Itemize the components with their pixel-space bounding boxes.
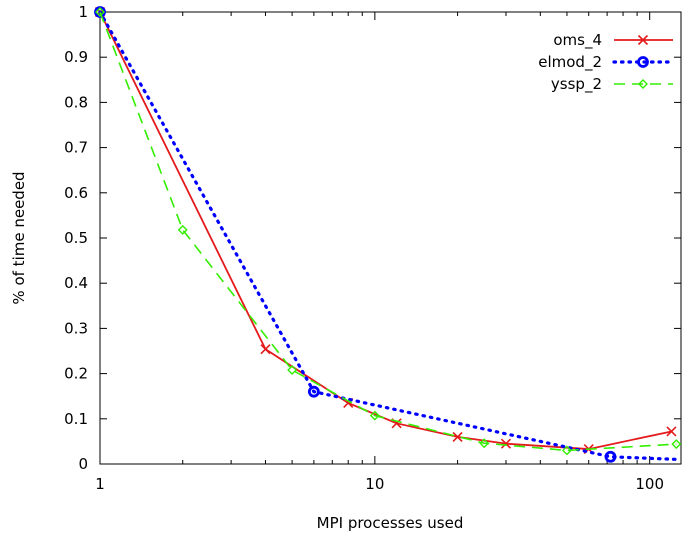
legend-label: oms_4 <box>553 31 602 50</box>
data-point-oms_4 <box>666 426 677 437</box>
data-point-yssp_2 <box>95 7 105 17</box>
data-point-yssp_2 <box>287 364 298 375</box>
y-tick-label: 0.9 <box>64 48 88 66</box>
legend-label: yssp_2 <box>551 75 602 94</box>
x-axis-title: MPI processes used <box>317 514 464 532</box>
data-point-yssp_2 <box>369 410 380 421</box>
legend-entry-elmod_2: elmod_2 <box>538 53 675 72</box>
marker-stroke <box>637 34 649 46</box>
legend-label: elmod_2 <box>538 53 602 72</box>
marker-stroke <box>391 418 402 429</box>
x-tick-label: 1 <box>95 475 105 493</box>
legend-entry-oms_4: oms_4 <box>553 31 673 50</box>
series-layer <box>94 6 682 463</box>
marker-stroke <box>666 426 677 437</box>
legend-entry-yssp_2: yssp_2 <box>551 75 673 94</box>
x-tick-label: 100 <box>635 475 664 493</box>
legend-marker <box>637 34 649 46</box>
data-point-yssp_2 <box>479 438 490 449</box>
x-tick-label: 10 <box>365 475 384 493</box>
data-point-oms_4 <box>500 438 512 449</box>
legend: oms_4 elmod_2 yssp_2 <box>538 31 675 94</box>
data-point-yssp_2 <box>561 445 572 456</box>
marker-stroke <box>452 431 463 442</box>
data-point-yssp_2 <box>177 224 188 235</box>
marker-stroke <box>500 438 512 449</box>
y-tick-label: 0.7 <box>64 139 88 157</box>
axis-ticks: 0 0.1 0.2 0.3 0.4 0.5 0.6 0.7 0.8 0.9 1 1 10 100 <box>64 3 681 493</box>
y-tick-label: 1 <box>78 3 88 21</box>
legend-marker <box>637 56 649 68</box>
y-tick-label: 0 <box>78 455 88 473</box>
y-tick-label: 0.3 <box>64 319 88 337</box>
data-point-yssp_2 <box>671 439 682 450</box>
y-axis-title: % of time needed <box>10 171 28 304</box>
series-yssp_2 <box>95 7 682 456</box>
data-point-oms_4 <box>452 431 463 442</box>
series-line-yssp_2 <box>99 11 677 452</box>
y-tick-label: 0.8 <box>64 93 88 111</box>
y-tick-label: 0.1 <box>64 410 88 428</box>
series-line-oms_4 <box>99 11 672 450</box>
y-tick-label: 0.6 <box>64 184 88 202</box>
y-tick-label: 0.5 <box>64 229 88 247</box>
marker-stroke <box>260 344 271 355</box>
data-point-elmod_2 <box>307 385 320 398</box>
y-tick-label: 0.2 <box>64 365 88 383</box>
series-line-elmod_2 <box>98 10 681 462</box>
y-tick-label: 0.4 <box>64 274 88 292</box>
legend-marker <box>638 79 648 89</box>
data-point-elmod_2 <box>604 450 617 463</box>
data-point-oms_4 <box>260 344 271 355</box>
